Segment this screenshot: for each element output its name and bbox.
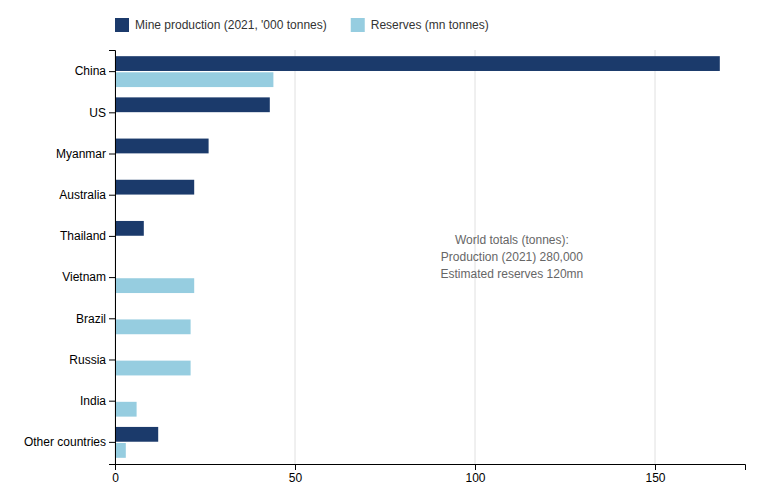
bar [115, 443, 126, 458]
tick: 50 [289, 464, 303, 485]
tick-label: Myanmar [56, 147, 106, 161]
legend-swatch [115, 18, 129, 32]
bar [115, 361, 191, 376]
tick: Myanmar [56, 147, 115, 161]
grid-line [295, 50, 296, 464]
tick-label: Thailand [60, 229, 106, 243]
series [115, 72, 273, 458]
tick-label: India [80, 394, 106, 408]
tick: 150 [645, 464, 665, 485]
grid-line [655, 50, 656, 464]
bar [115, 139, 209, 154]
chart: 0 50 100 150 China US Myanmar Australia Thailand… [0, 0, 770, 496]
tick: China [75, 64, 115, 78]
tick-label: 100 [465, 471, 485, 485]
annotation-line: World totals (tonnes): [455, 233, 569, 247]
tick-label: Vietnam [62, 270, 106, 284]
bar [115, 180, 194, 195]
tick-mark [109, 318, 115, 319]
legend-label: Mine production (2021, '000 tonnes) [135, 18, 327, 32]
bars [115, 56, 720, 458]
bar [115, 72, 273, 87]
tick-label: 150 [645, 471, 665, 485]
bar [115, 319, 191, 334]
bar [115, 97, 270, 112]
bar [115, 402, 137, 417]
bar [115, 56, 720, 71]
tick: US [89, 106, 115, 120]
legend-label: Reserves (mn tonnes) [371, 18, 489, 32]
x-axis: 0 50 100 150 [112, 464, 745, 485]
grid [115, 50, 655, 464]
tick: Vietnam [62, 270, 115, 284]
axis-line [109, 51, 116, 465]
bar [115, 278, 194, 293]
annotation-line: Estimated reserves 120mn [441, 267, 584, 281]
plot: 0 50 100 150 China US Myanmar Australia Thailand… [24, 50, 746, 485]
legend-item: Reserves (mn tonnes) [351, 18, 489, 32]
tick-label: Russia [69, 353, 106, 367]
tick-label: Australia [59, 188, 106, 202]
tick-mark [109, 236, 115, 237]
tick-mark [655, 464, 656, 470]
annotation: World totals (tonnes): Production (2021) … [441, 233, 584, 281]
axis-line [116, 465, 746, 471]
legend-item: Mine production (2021, '000 tonnes) [115, 18, 327, 32]
tick: Brazil [76, 312, 115, 326]
tick-label: China [75, 64, 107, 78]
tick: Thailand [60, 229, 115, 243]
tick-mark [295, 464, 296, 470]
tick-mark [109, 195, 115, 196]
y-axis: China US Myanmar Australia Thailand Vietnam Br… [24, 51, 116, 465]
tick-label: Other countries [24, 435, 106, 449]
legend-swatch [351, 18, 365, 32]
tick-mark [109, 359, 115, 360]
tick: Russia [69, 353, 115, 367]
tick: Australia [59, 188, 115, 202]
tick-mark [109, 154, 115, 155]
tick-mark [475, 464, 476, 470]
tick: 100 [465, 464, 485, 485]
tick-mark [109, 71, 115, 72]
bar [115, 427, 158, 442]
tick-mark [109, 277, 115, 278]
annotation-line: Production (2021) 280,000 [441, 250, 583, 264]
tick-label: Brazil [76, 312, 106, 326]
tick-label: 0 [112, 471, 119, 485]
tick-mark [109, 112, 115, 113]
tick-label: 50 [289, 471, 303, 485]
tick: 0 [112, 464, 119, 485]
tick: India [80, 394, 115, 408]
tick-mark [109, 442, 115, 443]
tick-mark [109, 401, 115, 402]
legend: Mine production (2021, '000 tonnes) Reser… [115, 18, 489, 32]
bar [115, 221, 144, 236]
series [115, 56, 720, 442]
tick: Other countries [24, 435, 115, 449]
tick-label: US [89, 106, 106, 120]
